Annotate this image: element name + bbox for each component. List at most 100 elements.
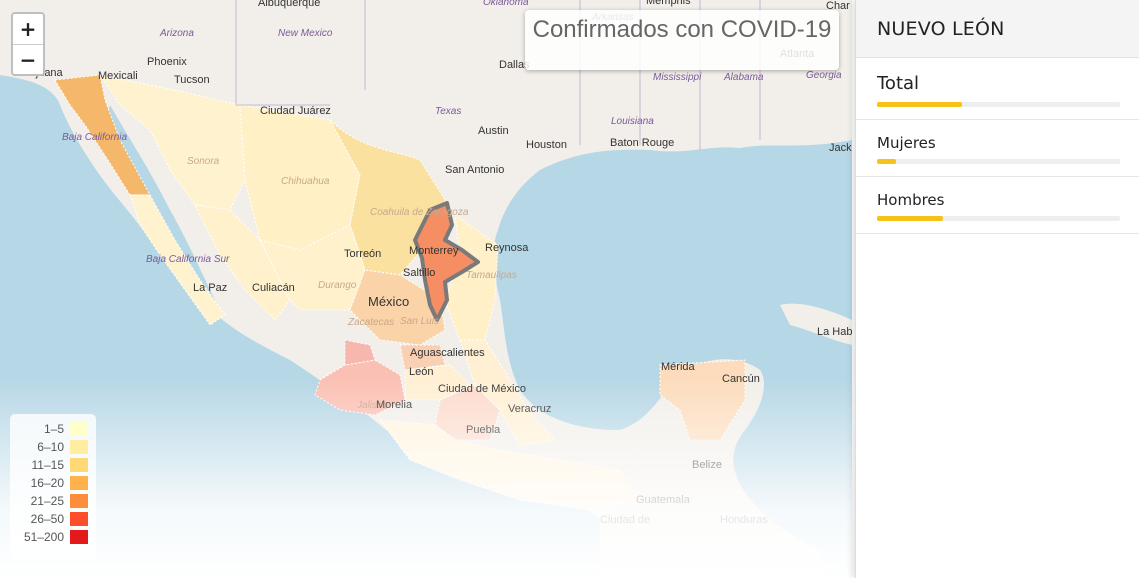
label-mexicali: Mexicali — [98, 70, 138, 82]
legend-row: 11–15 — [10, 456, 96, 474]
legend-label: 16–20 — [30, 476, 64, 490]
label-tamaulipas: Tamaulipas — [466, 270, 517, 281]
state-name: NUEVO LEÓN — [877, 17, 1005, 40]
stat-label: Hombres — [877, 191, 945, 209]
label-chihuahua: Chihuahua — [281, 176, 330, 187]
label-memphis: Memphis — [646, 0, 691, 7]
legend-swatch — [70, 512, 88, 526]
legend-label: 21–25 — [30, 494, 64, 508]
stat-bar-fill — [877, 216, 943, 221]
state-nayarit — [344, 339, 376, 366]
stat-hombres: Hombres — [856, 177, 1139, 234]
legend-row: 1–5 — [10, 420, 96, 438]
legend-swatch — [70, 476, 88, 490]
legend-swatch — [70, 458, 88, 472]
label-new-mexico: New Mexico — [278, 28, 333, 39]
label-cancun: Cancún — [722, 373, 760, 385]
label-durango: Durango — [318, 280, 357, 291]
label-mexico: México — [368, 294, 409, 309]
label-zacatecas: Zacatecas — [347, 317, 394, 328]
label-mississippi: Mississippi — [653, 72, 702, 83]
stat-total: Total — [856, 58, 1139, 120]
legend-row: 21–25 — [10, 492, 96, 510]
label-ciudad-juarez: Ciudad Juárez — [260, 105, 331, 117]
legend-row: 26–50 — [10, 510, 96, 528]
label-austin: Austin — [478, 125, 509, 137]
stat-label: Mujeres — [877, 134, 936, 152]
label-oklahoma: Oklahoma — [483, 0, 529, 8]
label-guatemala: Guatemala — [636, 494, 691, 506]
map-title-box: Confirmados con COVID-19 — [525, 10, 839, 70]
zoom-in-button[interactable]: + — [13, 14, 43, 44]
panel-header: NUEVO LEÓN — [856, 0, 1139, 58]
label-la-paz: La Paz — [193, 282, 227, 294]
legend-label: 26–50 — [30, 512, 64, 526]
cuba — [780, 303, 852, 345]
state-nuevo-leon — [413, 201, 480, 322]
label-merida: Mérida — [661, 361, 696, 373]
label-honduras: Honduras — [720, 514, 768, 526]
label-la-habana: La Hab — [817, 326, 852, 338]
label-charlotte: Char — [826, 0, 850, 12]
label-ciudad-de: Ciudad de — [600, 514, 650, 526]
stat-bar-fill — [877, 102, 963, 107]
basemap: Albuquerque Oklahoma Memphis Char Arkans… — [0, 0, 852, 578]
state-sinaloa — [194, 204, 291, 321]
label-san-antonio: San Antonio — [445, 164, 504, 176]
label-texas: Texas — [435, 106, 461, 117]
label-veracruz: Veracruz — [508, 403, 551, 415]
label-alabama: Alabama — [723, 72, 764, 83]
legend-swatch — [70, 422, 88, 436]
label-belize: Belize — [692, 459, 722, 471]
label-san-luis: San Luis — [400, 316, 439, 327]
label-albuquerque: Albuquerque — [258, 0, 320, 9]
legend-swatch — [70, 494, 88, 508]
state-baja-california — [54, 74, 151, 196]
label-saltillo: Saltillo — [403, 267, 435, 279]
label-jacksonville: Jack — [829, 142, 852, 154]
legend: 1–5 6–10 11–15 16–20 21–25 26–50 51–200 — [10, 414, 96, 560]
label-coahuila: Coahuila de Zaragoza — [370, 207, 469, 218]
label-louisiana: Louisiana — [611, 116, 654, 127]
label-sonora: Sonora — [187, 156, 220, 167]
legend-row: 16–20 — [10, 474, 96, 492]
stat-bar-fill — [877, 159, 897, 164]
legend-swatch — [70, 440, 88, 454]
label-baton-rouge: Baton Rouge — [610, 137, 674, 149]
stat-bar-track — [877, 102, 1120, 107]
state-zacatecas-sanluis — [349, 269, 446, 346]
legend-swatch — [70, 530, 88, 544]
label-monterrey: Monterrey — [409, 245, 459, 257]
stat-bar-track — [877, 159, 1120, 164]
label-culiacan: Culiacán — [252, 282, 295, 294]
label-leon: León — [409, 366, 433, 378]
state-panel: NUEVO LEÓN Total Mujeres Hombres — [855, 0, 1139, 578]
legend-label: 51–200 — [23, 530, 64, 544]
label-morelia: Morelia — [376, 399, 413, 411]
label-georgia: Georgia — [806, 70, 842, 81]
zoom-out-button[interactable]: − — [13, 44, 43, 74]
legend-row: 51–200 — [10, 528, 96, 546]
map-title: Confirmados con COVID-19 — [532, 16, 832, 43]
state-aguascalientes — [399, 344, 446, 371]
label-torreon: Torreón — [344, 248, 381, 260]
label-aguascalientes: Aguascalientes — [410, 347, 485, 359]
label-houston: Houston — [526, 139, 567, 151]
label-tucson: Tucson — [174, 74, 210, 86]
legend-label: 6–10 — [37, 440, 64, 454]
label-baja-california-sur: Baja California Sur — [146, 254, 230, 265]
stat-label: Total — [877, 73, 920, 94]
label-baja-california: Baja California — [62, 132, 127, 143]
label-ciudad-mexico: Ciudad de México — [438, 383, 526, 395]
legend-label: 11–15 — [31, 458, 64, 472]
label-dallas: Dallas — [499, 59, 530, 71]
label-reynosa: Reynosa — [485, 242, 529, 254]
label-phoenix: Phoenix — [147, 56, 187, 68]
map-area[interactable]: Albuquerque Oklahoma Memphis Char Arkans… — [0, 0, 852, 578]
label-arizona: Arizona — [159, 28, 194, 39]
stat-mujeres: Mujeres — [856, 120, 1139, 177]
stat-bar-track — [877, 216, 1120, 221]
zoom-control: + − — [11, 12, 45, 76]
state-baja-california-sur — [129, 194, 226, 326]
legend-row: 6–10 — [10, 438, 96, 456]
